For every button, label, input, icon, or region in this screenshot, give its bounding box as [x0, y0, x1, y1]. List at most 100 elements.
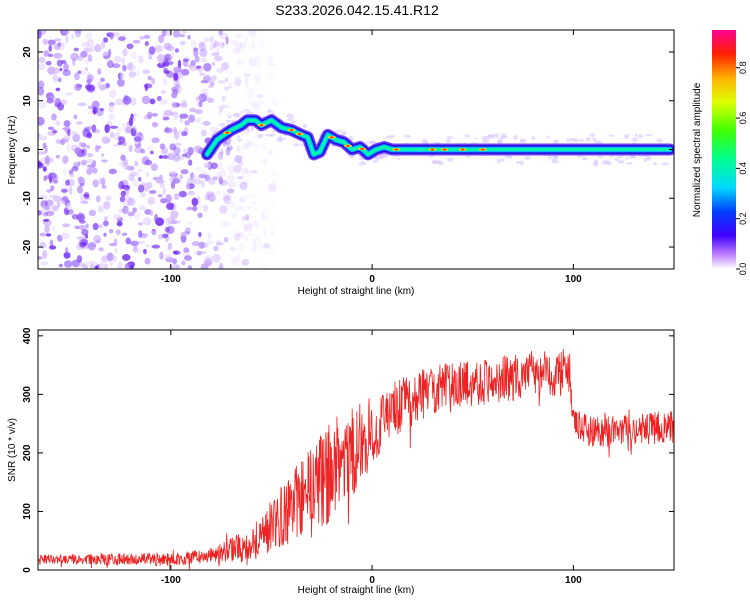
- noise-blob: [157, 233, 164, 240]
- noise-blob: [225, 164, 232, 170]
- noise-blob: [62, 155, 69, 164]
- noise-blob: [108, 113, 115, 121]
- noise-blob: [200, 179, 205, 189]
- noise-blob: [180, 169, 189, 175]
- halo-blob: [499, 158, 505, 162]
- noise-blob: [248, 30, 254, 36]
- noise-blob: [252, 55, 261, 61]
- noise-blob: [208, 176, 216, 185]
- noise-blob: [246, 194, 256, 199]
- noise-blob: [156, 53, 166, 63]
- noise-blob: [179, 174, 184, 180]
- noise-blob: [100, 77, 105, 83]
- noise-blob: [255, 183, 260, 188]
- noise-blob: [151, 137, 160, 144]
- noise-blob: [251, 244, 258, 253]
- noise-blob: [181, 130, 188, 137]
- noise-blob: [172, 153, 181, 162]
- noise-blob: [82, 196, 91, 200]
- noise-blob: [126, 197, 136, 207]
- noise-blob: [269, 60, 277, 67]
- noise-blob: [44, 155, 50, 164]
- noise-blob: [122, 48, 128, 57]
- noise-blob: [51, 226, 56, 232]
- colorbar-ticks: 0.0 0.2 0.4 0.6 0.8: [736, 61, 748, 275]
- noise-blob: [193, 179, 203, 185]
- noise-blob: [172, 178, 181, 184]
- noise-blob: [38, 135, 48, 141]
- noise-blob: [180, 102, 188, 108]
- noise-blob: [259, 159, 266, 165]
- noise-blob: [235, 34, 244, 39]
- noise-blob: [75, 243, 85, 250]
- noise-blob: [87, 54, 93, 63]
- noise-blob: [102, 51, 110, 60]
- spec-y-tick-label: 10: [22, 95, 33, 107]
- noise-blob: [118, 181, 125, 190]
- noise-blob: [164, 217, 173, 226]
- halo-blob: [271, 130, 277, 133]
- noise-blob: [63, 62, 69, 72]
- noise-blob: [165, 256, 174, 263]
- noise-blob: [260, 142, 266, 152]
- noise-blob: [253, 240, 257, 246]
- noise-blob: [132, 39, 141, 44]
- noise-blob: [195, 96, 199, 104]
- noise-blob: [162, 78, 168, 86]
- noise-blob: [97, 205, 104, 213]
- noise-blob: [101, 84, 107, 88]
- snr-series-line: [38, 348, 674, 570]
- noise-blob: [42, 166, 47, 172]
- noise-blob: [76, 236, 86, 240]
- noise-blob: [248, 56, 252, 65]
- noise-blob: [226, 188, 235, 194]
- noise-blob: [207, 193, 216, 203]
- noise-blob: [239, 160, 243, 165]
- snr-y-tick-label: 200: [22, 444, 33, 461]
- noise-blob: [221, 103, 226, 109]
- halo-blob: [605, 160, 612, 166]
- noise-blob: [168, 170, 177, 175]
- noise-blob: [38, 63, 46, 70]
- noise-blob: [197, 204, 204, 209]
- noise-blob: [241, 258, 250, 266]
- noise-blob: [80, 50, 88, 58]
- noise-blob: [109, 261, 114, 267]
- noise-blob: [149, 230, 157, 234]
- ridge-hotspot-core: [297, 132, 302, 135]
- noise-blob: [251, 40, 256, 48]
- noise-blob: [256, 59, 262, 68]
- noise-blob: [261, 266, 268, 269]
- noise-blob: [83, 193, 90, 198]
- halo-blob: [547, 155, 552, 159]
- noise-blob: [101, 153, 105, 157]
- ridge-hotspot-core: [289, 129, 294, 131]
- noise-blob: [173, 201, 177, 210]
- noise-blob: [224, 76, 229, 83]
- noise-blob: [52, 73, 59, 83]
- noise-blob: [248, 101, 254, 106]
- noise-blob: [160, 90, 167, 94]
- noise-blob: [42, 250, 48, 259]
- noise-blob: [239, 110, 245, 114]
- noise-blob: [138, 55, 144, 64]
- noise-blob: [256, 93, 264, 99]
- noise-blob: [87, 152, 94, 158]
- noise-blob: [133, 146, 143, 154]
- noise-blob: [146, 111, 153, 119]
- noise-blob: [239, 42, 247, 50]
- noise-blob: [180, 234, 187, 243]
- noise-blob: [200, 242, 209, 248]
- snr-frame: [37, 329, 675, 571]
- halo-blob: [466, 154, 471, 158]
- noise-blob: [166, 45, 175, 51]
- noise-blob: [219, 145, 223, 154]
- noise-blob: [242, 179, 249, 185]
- halo-blob: [388, 134, 395, 139]
- noise-blob: [242, 142, 251, 150]
- noise-blob: [48, 44, 53, 52]
- noise-blob: [271, 98, 280, 106]
- noise-blob: [169, 51, 175, 60]
